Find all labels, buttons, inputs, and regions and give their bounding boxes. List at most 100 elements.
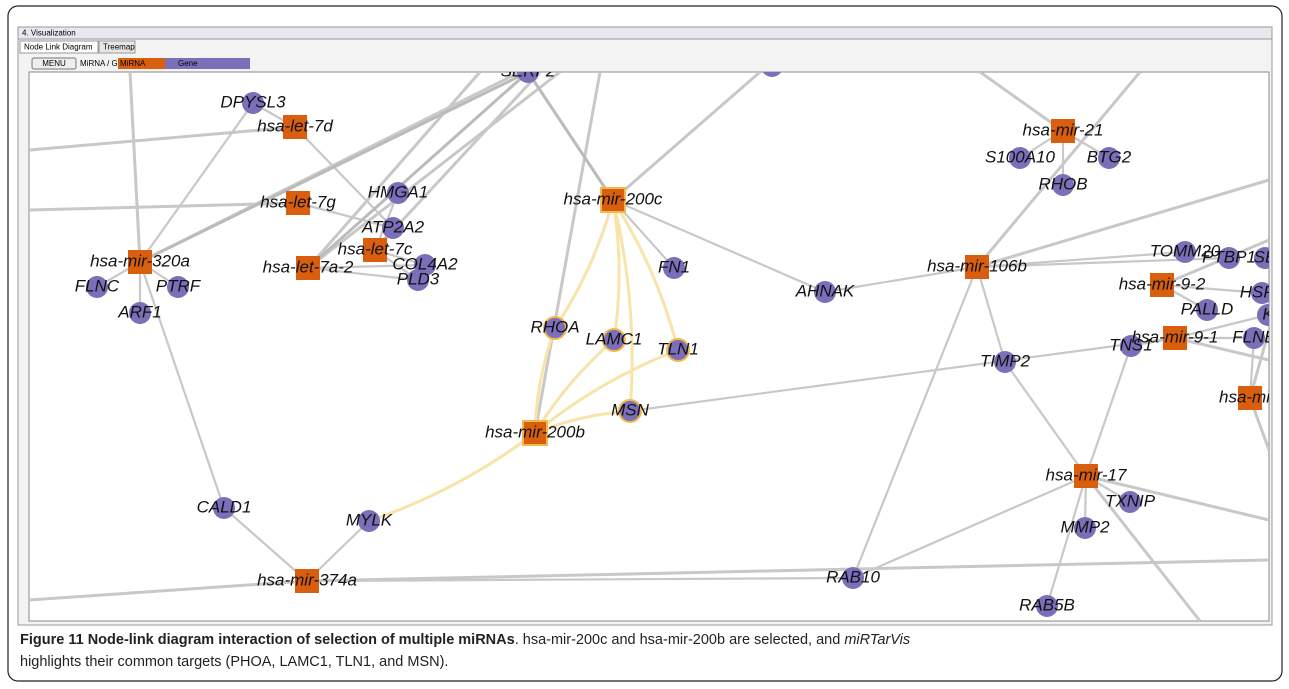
edge <box>1174 336 1269 362</box>
gene-label: MSN <box>611 400 650 419</box>
gene-node <box>1218 247 1240 269</box>
mirna-node <box>1051 119 1075 143</box>
mirna-node <box>363 238 387 262</box>
gene-label: RHOB <box>1038 174 1087 193</box>
edge <box>306 72 482 269</box>
tab[interactable] <box>19 40 99 54</box>
gene-node <box>994 351 1016 373</box>
gene-label: ATP2A2 <box>361 217 425 236</box>
highlight-edge <box>368 431 536 523</box>
gene-label: DPYSL3 <box>220 92 286 111</box>
mirna-label: hsa-mir-9-2 <box>1119 274 1206 293</box>
highlight-edge <box>534 348 679 435</box>
gene-node <box>1243 327 1265 349</box>
menu-button[interactable] <box>31 57 77 70</box>
tab-label[interactable]: Treemap <box>103 43 135 52</box>
gene-label: RAB5B <box>1019 595 1075 614</box>
gene-label: SE <box>1254 247 1277 266</box>
tab[interactable] <box>98 40 136 54</box>
edge <box>976 178 1269 269</box>
edge <box>294 126 394 229</box>
edge <box>1085 474 1269 522</box>
gene-label: TXNIP <box>1105 491 1156 510</box>
mirna-label: hsa-mir-106b <box>927 256 1027 275</box>
mirna-node <box>283 115 307 139</box>
edge <box>306 558 1269 583</box>
gene-node <box>1036 595 1058 617</box>
mirna-label: hsa-mir-200b <box>485 422 585 441</box>
mirna-label: hsa-let-7c <box>338 239 413 258</box>
gene-label: LAMC1 <box>586 329 643 348</box>
edge <box>1084 345 1133 477</box>
gene-node <box>1174 241 1196 263</box>
edge <box>533 72 602 434</box>
gene-node <box>129 302 151 324</box>
mirna-node <box>1163 326 1187 350</box>
gene-node <box>387 182 409 204</box>
menu-button-label[interactable]: MENU <box>42 59 66 68</box>
edge <box>612 72 761 202</box>
edge <box>1084 475 1202 621</box>
edge <box>307 263 426 270</box>
gene-label: BTG2 <box>1087 147 1132 166</box>
legend-gene <box>165 58 250 69</box>
gene-label: FLNB <box>1232 327 1275 346</box>
edge <box>852 474 1087 580</box>
gene-label: S100A10 <box>985 147 1055 166</box>
gene-label: PTBP1 <box>1202 247 1256 266</box>
gene-label: MYLK <box>346 510 393 529</box>
mirna-label: hsa-let-7a-2 <box>263 257 354 276</box>
gene-node <box>358 510 380 532</box>
gene-node <box>618 399 642 423</box>
edge <box>629 336 1176 413</box>
window-title: 4. Visualization <box>22 29 76 38</box>
title-bar <box>17 26 1273 40</box>
gene-node <box>1196 299 1218 321</box>
gene-node <box>1251 282 1269 304</box>
gene-node <box>242 92 264 114</box>
mirna-label: hsa-mir-320a <box>90 251 190 270</box>
caption-line: highlights their common targets (PHOA, L… <box>20 654 448 670</box>
gene-node <box>407 269 429 291</box>
gene-node <box>666 338 690 362</box>
edge <box>612 198 826 294</box>
gene-node <box>382 217 404 239</box>
gene-label: FLNC <box>75 276 120 295</box>
gene-label: ARF1 <box>117 302 161 321</box>
gene-label: CALD1 <box>197 497 252 516</box>
gene-label: TNS1 <box>1109 335 1152 354</box>
mirna-node <box>600 187 626 213</box>
edge <box>979 72 1064 133</box>
mirna-node <box>286 191 310 215</box>
edge <box>128 72 142 263</box>
caption-emphasis: miRTarVis <box>844 632 910 648</box>
caption-text: . hsa-mir-200c and hsa-mir-200b are sele… <box>515 632 845 648</box>
edge <box>29 579 308 602</box>
edge <box>1045 475 1088 607</box>
edge <box>138 261 226 509</box>
tab-label[interactable]: Node Link Diagram <box>24 43 93 52</box>
gene-label: RAB10 <box>826 567 880 586</box>
edge <box>1161 238 1269 287</box>
gene-node <box>1120 335 1142 357</box>
mirna-label: hsa-mir-9-1 <box>1132 327 1219 346</box>
gene-label: TOMM20 <box>1150 241 1221 260</box>
gene-node <box>167 276 189 298</box>
gene-label: FN1 <box>658 257 690 276</box>
edge <box>851 266 979 579</box>
gene-node <box>1257 304 1269 326</box>
figure-frame <box>7 5 1283 682</box>
caption: Figure 11 Node-link diagram interaction … <box>20 632 910 648</box>
edge <box>29 125 296 152</box>
gene-node <box>1119 491 1141 513</box>
edge <box>223 507 308 582</box>
legend-text: MiRNA <box>120 59 146 68</box>
mirna-node <box>1238 386 1262 410</box>
legend-label: MiRNA / Gene <box>80 59 132 68</box>
mirna-node <box>295 569 319 593</box>
gene-label: HSP9 <box>1240 282 1285 301</box>
gene-label: COL4A2 <box>392 254 458 273</box>
mirna-node <box>522 420 548 446</box>
mirna-node <box>128 250 152 274</box>
